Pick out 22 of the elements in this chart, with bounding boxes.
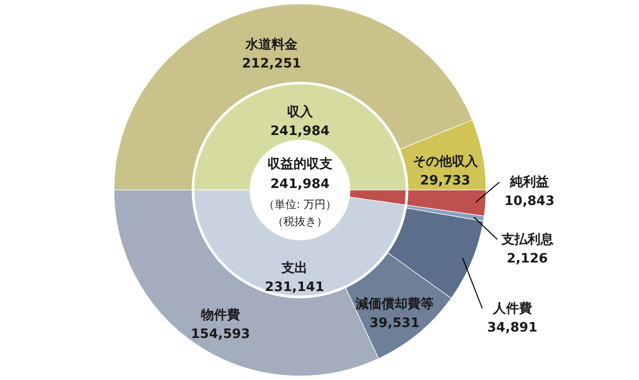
text: （単位: 万円） bbox=[263, 198, 337, 211]
data-label: 212,251 bbox=[242, 56, 302, 72]
slice-label: 支出 bbox=[280, 260, 308, 276]
data-label: 34,891 bbox=[487, 320, 538, 336]
data-label: 154,593 bbox=[190, 326, 250, 342]
data-label: 2,126 bbox=[506, 251, 548, 266]
slice-label: 純利益 bbox=[508, 174, 549, 190]
slice-label: 支払利息 bbox=[500, 231, 554, 248]
text: 収益的収支 bbox=[268, 157, 332, 172]
slice-label: その他収入 bbox=[412, 154, 479, 170]
data-label: 39,531 bbox=[369, 316, 420, 331]
data-label: 10,843 bbox=[504, 194, 555, 210]
slice-label: 減価償却費等 bbox=[354, 296, 434, 312]
data-label: 231,141 bbox=[264, 280, 324, 295]
data-label: 29,733 bbox=[420, 174, 470, 189]
slice-label: 水道料金 bbox=[244, 38, 299, 53]
text: （税抜き） bbox=[272, 215, 328, 228]
slice-label: 収入 bbox=[287, 104, 314, 120]
slice-label: 物件費 bbox=[200, 308, 240, 323]
data-label: 241,984 bbox=[270, 124, 330, 139]
text: 241,984 bbox=[270, 177, 330, 192]
slice-label: 人件費 bbox=[492, 301, 532, 316]
